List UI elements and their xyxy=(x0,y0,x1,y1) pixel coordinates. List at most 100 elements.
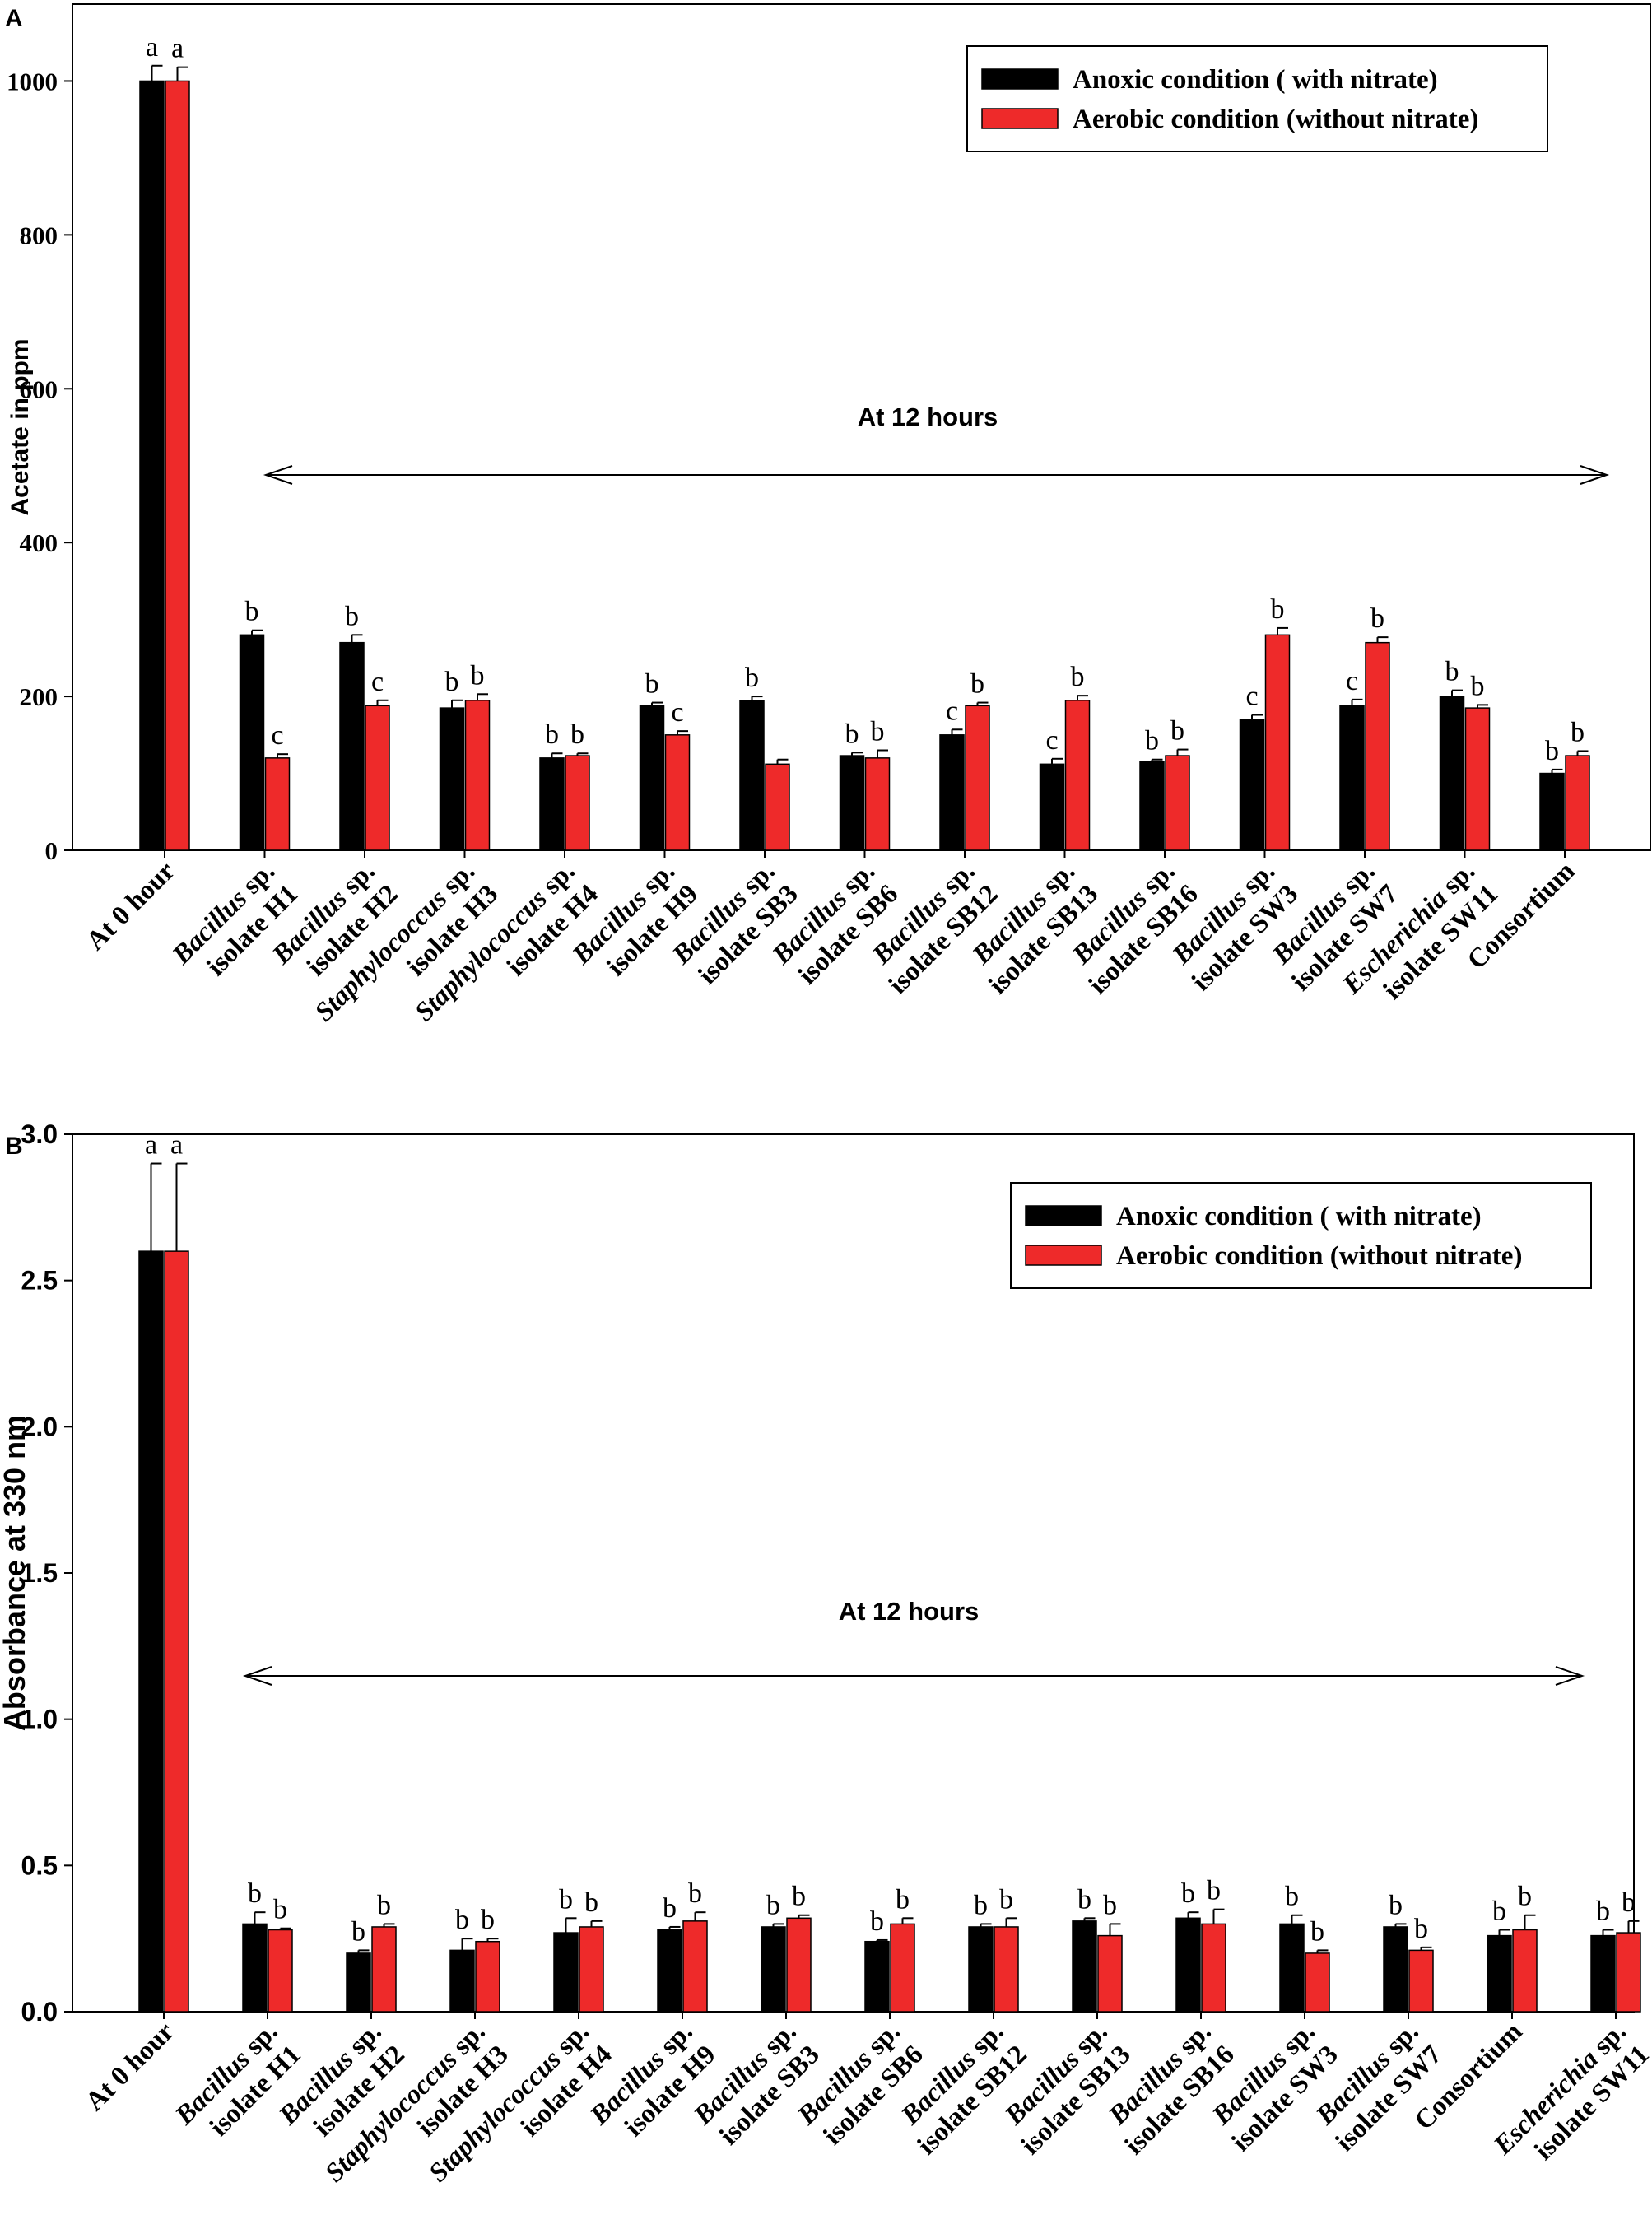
panel-b-bar-anoxic xyxy=(761,1926,786,2013)
panel-b-bar-anoxic xyxy=(138,1250,164,2013)
panel-b-significance-letter: b xyxy=(455,1905,469,1935)
panel-a-significance-letter: c xyxy=(371,667,384,697)
panel-a-significance-letter: b xyxy=(445,667,459,697)
panel-a-bar-aerobic xyxy=(1464,707,1491,851)
panel-b-bar-aerobic xyxy=(994,1926,1019,2013)
panel-a-bar-aerobic xyxy=(1064,700,1091,851)
panel-a-significance-letter: b xyxy=(545,719,559,750)
panel-a-significance-letter: b xyxy=(1545,736,1559,766)
panel-b-y-axis-label: Absorbance at 330 nm xyxy=(0,1415,31,1731)
panel-a-ytick-label: 1000 xyxy=(7,67,58,95)
panel-b-bar-aerobic xyxy=(1201,1923,1226,2013)
panel-b-significance-letter: b xyxy=(584,1887,598,1918)
panel-b-significance-letter: b xyxy=(663,1893,677,1924)
panel-a-bar-anoxic xyxy=(239,634,265,851)
panel-b-significance-letter: b xyxy=(559,1884,573,1915)
panel-a-significance-letter: c xyxy=(671,697,683,728)
panel-a-significance-letter: b xyxy=(1370,603,1384,634)
panel-b-significance-letter: b xyxy=(766,1890,780,1920)
panel-b-significance-letter: a xyxy=(145,1130,157,1161)
panel-b-bar-anoxic xyxy=(657,1929,682,2013)
panel-b-significance-letter: b xyxy=(273,1895,287,1925)
panel-b-significance-letter: b xyxy=(1596,1896,1610,1927)
panel-b-significance-letter: b xyxy=(1389,1890,1403,1920)
panel-a-legend-label: Anoxic condition ( with nitrate) xyxy=(1073,65,1438,95)
panel-b-significance-letter: b xyxy=(1103,1890,1117,1920)
panel-a-bar-aerobic xyxy=(1165,755,1190,851)
panel-b-bar-anoxic xyxy=(1590,1934,1616,2013)
panel-b-ytick-label: 2.0 xyxy=(21,1412,58,1441)
panel-b-bar-anoxic xyxy=(1072,1920,1097,2013)
panel-b-significance-letter: b xyxy=(1492,1896,1506,1927)
panel-a-bar-aerobic xyxy=(1365,641,1390,851)
panel-a-bar-aerobic xyxy=(264,757,291,851)
panel-a-bar-aerobic xyxy=(565,755,590,851)
panel-b-arrow-head-right xyxy=(1555,1666,1585,1686)
panel-b-legend xyxy=(1010,1182,1592,1289)
panel-a-arrow-head-right xyxy=(1580,465,1610,485)
panel-a-bar-aerobic xyxy=(464,700,491,851)
panel-a-significance-letter: b xyxy=(345,601,359,631)
panel-a-significance-letter: b xyxy=(1071,662,1085,692)
panel-b-legend-label: Anoxic condition ( with nitrate) xyxy=(1116,1202,1482,1231)
panel-a-significance-letter: b xyxy=(1170,716,1184,747)
panel-b-bar-aerobic xyxy=(1097,1934,1123,2013)
panel-b-bar-aerobic xyxy=(164,1250,189,2013)
panel-a-bar-anoxic xyxy=(539,757,565,851)
panel-b-significance-letter: b xyxy=(1077,1884,1091,1915)
panel-a-bar-anoxic xyxy=(1439,696,1465,851)
panel-a-bar-aerobic xyxy=(965,705,990,851)
panel-a-legend-label: Aerobic condition (without nitrate) xyxy=(1073,105,1478,134)
panel-a-significance-letter: b xyxy=(970,669,984,700)
panel-b-bar-aerobic xyxy=(1512,1929,1538,2013)
panel-b-significance-letter: b xyxy=(999,1884,1013,1915)
panel-a-bar-anoxic xyxy=(839,755,865,851)
panel-b-bar-anoxic xyxy=(1487,1934,1512,2013)
panel-a-bar-anoxic xyxy=(1539,772,1565,851)
panel-a-bar-aerobic xyxy=(864,757,891,851)
panel-b-significance-letter: b xyxy=(248,1878,262,1909)
panel-a-significance-letter: b xyxy=(845,719,859,749)
panel-a-significance-letter: b xyxy=(570,719,584,750)
panel-a-significance-letter: b xyxy=(871,717,885,747)
panel-a-bar-aerobic xyxy=(365,705,390,851)
panel-b-bar-anoxic xyxy=(1175,1917,1201,2013)
panel-a-significance-letter: a xyxy=(171,34,184,64)
panel-a-legend-swatch-aerobic xyxy=(981,108,1059,129)
panel-b-bar-aerobic xyxy=(579,1926,604,2013)
panel-b-category-label: At 0 hour xyxy=(80,2017,179,2116)
panel-a-significance-letter: b xyxy=(1271,594,1285,625)
panel-b-bar-aerobic xyxy=(682,1920,708,2013)
panel-a-legend xyxy=(966,45,1548,152)
panel-b-ytick-label: 2.5 xyxy=(21,1266,58,1296)
panel-a-bar-anoxic xyxy=(1239,719,1265,851)
panel-a-time-annotation: At 12 hours xyxy=(858,403,998,431)
panel-b-bar-aerobic xyxy=(1616,1932,1641,2013)
panel-a-ytick-label: 0 xyxy=(45,836,58,865)
panel-a-significance-letter: b xyxy=(1571,717,1585,747)
panel-b-significance-letter: b xyxy=(481,1905,495,1935)
panel-a-ytick-label: 600 xyxy=(20,375,58,403)
panel-b-bar-anoxic xyxy=(449,1949,475,2013)
panel-b-ytick-label: 1.5 xyxy=(21,1558,58,1588)
panel-a-significance-letter: b xyxy=(1145,726,1159,756)
panel-b-letter: B xyxy=(5,1133,23,1160)
panel-a-bar-aerobic xyxy=(165,80,190,851)
panel-b-bar-aerobic xyxy=(1305,1952,1330,2013)
panel-b-bar-anoxic xyxy=(1383,1926,1408,2013)
panel-b-bar-aerobic xyxy=(371,1926,397,2013)
panel-a-significance-letter: c xyxy=(271,720,283,751)
panel-b-significance-letter: b xyxy=(1622,1887,1636,1918)
panel-a-bar-anoxic xyxy=(339,641,365,851)
panel-a-significance-letter: c xyxy=(946,696,958,726)
panel-b-bar-anoxic xyxy=(968,1926,994,2013)
panel-a-bar-aerobic xyxy=(1565,755,1590,851)
panel-a-bar-anoxic xyxy=(1339,705,1365,851)
panel-b-significance-letter: b xyxy=(792,1882,806,1912)
panel-a-letter: A xyxy=(5,5,23,32)
panel-a-y-axis-label: Acetate in ppm xyxy=(7,338,34,515)
panel-b-significance-letter: b xyxy=(377,1890,391,1920)
panel-b-legend-swatch-aerobic xyxy=(1025,1245,1102,1266)
panel-b-bar-aerobic xyxy=(1408,1949,1434,2013)
